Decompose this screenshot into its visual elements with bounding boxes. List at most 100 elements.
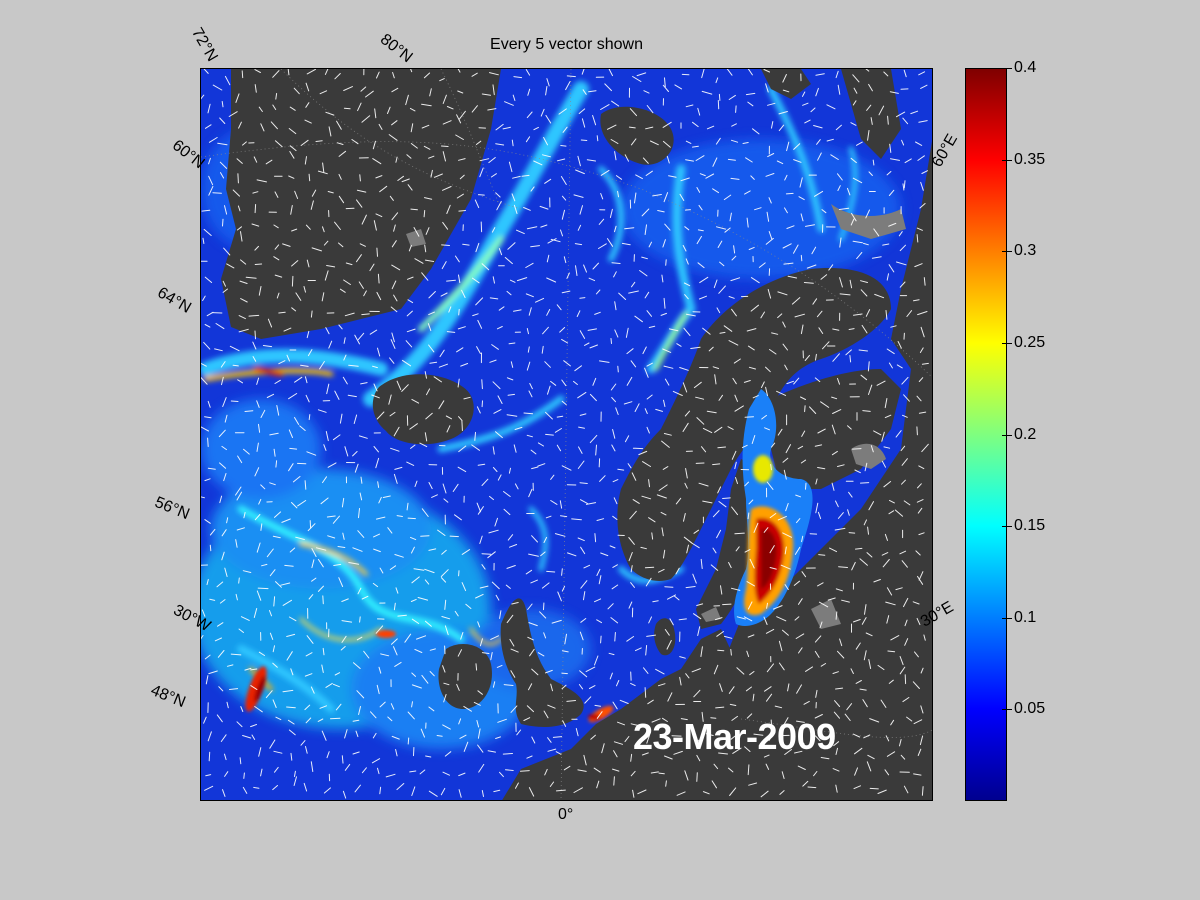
velocity-vector	[764, 686, 772, 692]
velocity-vector	[288, 429, 293, 438]
velocity-vector	[209, 598, 216, 601]
velocity-vector	[288, 128, 297, 135]
velocity-vector	[429, 361, 438, 364]
velocity-vector	[874, 293, 885, 299]
velocity-vector	[712, 157, 718, 167]
velocity-vector	[868, 501, 874, 511]
velocity-vector	[303, 286, 306, 293]
velocity-vector	[410, 143, 418, 149]
velocity-vector	[692, 121, 699, 128]
velocity-vector	[288, 729, 296, 736]
velocity-vector	[765, 763, 770, 770]
velocity-vector	[845, 349, 852, 356]
velocity-vector	[224, 205, 228, 215]
colorbar-tick	[1007, 159, 1012, 161]
velocity-vector	[273, 448, 276, 457]
velocity-vector	[408, 244, 412, 252]
velocity-vector	[655, 408, 663, 412]
velocity-vector	[374, 108, 377, 119]
velocity-vector	[272, 662, 278, 668]
velocity-vector	[236, 491, 242, 501]
velocity-vector	[744, 416, 754, 418]
velocity-vector	[449, 535, 459, 538]
velocity-vector	[503, 508, 511, 516]
velocity-vector	[820, 757, 830, 760]
velocity-vector	[476, 502, 482, 513]
velocity-vector	[334, 672, 341, 676]
velocity-vector	[204, 654, 211, 660]
velocity-vector	[276, 292, 280, 299]
velocity-vector	[805, 482, 807, 490]
velocity-vector	[573, 380, 578, 385]
velocity-vector	[590, 734, 596, 740]
velocity-vector	[727, 426, 734, 430]
velocity-vector	[890, 158, 900, 161]
velocity-vector	[311, 559, 315, 569]
velocity-vector	[257, 587, 269, 590]
velocity-vector	[771, 121, 774, 129]
velocity-vector	[599, 475, 606, 482]
velocity-vector	[586, 159, 596, 162]
velocity-vector	[682, 382, 688, 393]
current-jets	[201, 81, 858, 713]
velocity-vector	[578, 446, 583, 454]
velocity-vector	[206, 579, 209, 586]
velocity-vector	[745, 157, 753, 163]
velocity-vector	[600, 169, 610, 176]
velocity-vector	[580, 139, 588, 141]
velocity-vector	[481, 564, 486, 570]
velocity-vector	[690, 542, 700, 549]
velocity-vector	[311, 189, 317, 197]
velocity-vector	[212, 84, 223, 91]
velocity-vector	[763, 69, 770, 73]
velocity-vector	[556, 415, 564, 418]
velocity-vector	[783, 717, 789, 725]
velocity-vector	[563, 256, 567, 264]
velocity-vector	[561, 465, 572, 471]
velocity-vector	[850, 157, 857, 164]
velocity-vector	[330, 717, 341, 720]
velocity-vector	[310, 686, 315, 694]
velocity-vector	[731, 139, 739, 143]
velocity-vector	[441, 616, 451, 620]
sea-ice	[406, 204, 906, 629]
velocity-vector	[251, 734, 256, 740]
velocity-vector	[594, 311, 601, 315]
velocity-vector	[209, 544, 212, 552]
velocity-vector	[642, 157, 649, 164]
velocity-vector	[877, 789, 887, 794]
velocity-vector	[317, 585, 324, 592]
velocity-vector	[457, 69, 461, 73]
velocity-vector	[718, 394, 723, 401]
barents-front	[598, 166, 624, 262]
velocity-vector	[514, 426, 523, 430]
velocity-vector	[834, 527, 846, 531]
velocity-vector	[807, 786, 817, 789]
velocity-vector	[856, 252, 863, 260]
velocity-vector	[715, 706, 725, 709]
velocity-vector	[421, 103, 432, 107]
velocity-vector	[308, 594, 314, 600]
velocity-vector	[407, 184, 413, 191]
velocity-vector	[731, 123, 737, 127]
velocity-vector	[796, 720, 805, 723]
velocity-vector	[360, 86, 367, 92]
velocity-vector	[488, 529, 499, 534]
velocity-vector	[886, 615, 890, 624]
velocity-vector	[695, 739, 700, 746]
velocity-vector	[224, 414, 228, 423]
velocity-vector	[777, 428, 783, 436]
velocity-vector	[664, 629, 670, 636]
velocity-vector	[341, 620, 353, 623]
velocity-vector	[503, 684, 514, 686]
velocity-vector	[322, 226, 325, 233]
velocity-vector	[326, 383, 330, 395]
velocity-vector	[391, 638, 398, 645]
velocity-vector	[272, 699, 277, 708]
velocity-vector	[744, 746, 751, 752]
velocity-vector	[201, 94, 205, 100]
velocity-vector	[541, 345, 544, 354]
colorbar-tick-label: 0.35	[1014, 150, 1046, 168]
velocity-vector	[674, 84, 683, 90]
velocity-vector	[614, 329, 619, 338]
